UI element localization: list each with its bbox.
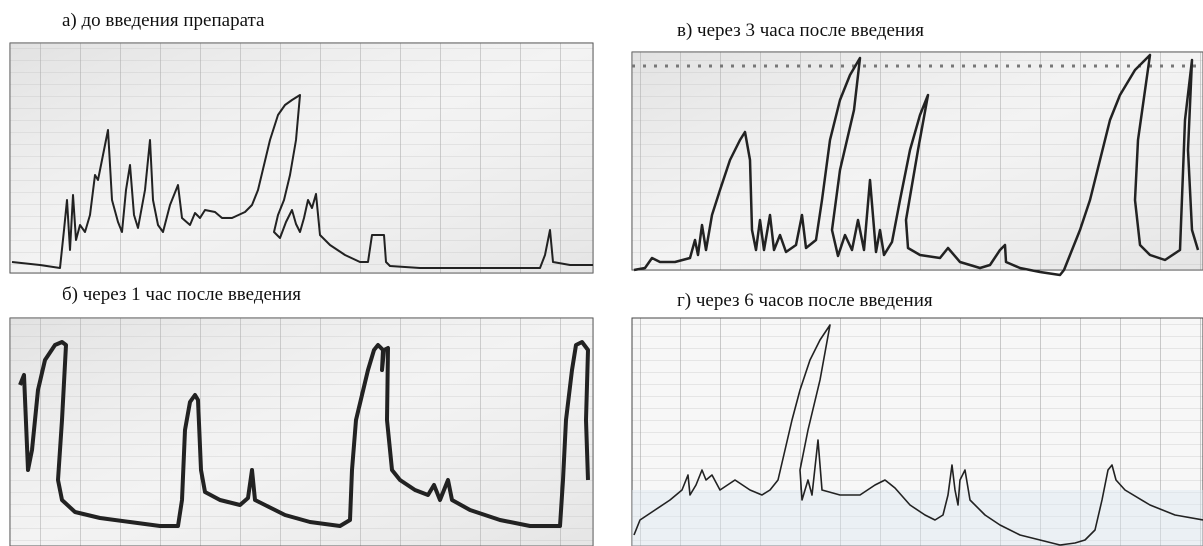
trace: [11, 94, 593, 269]
caption: а) до введения препарата: [62, 10, 265, 31]
caption: г) через 6 часов после введения: [677, 290, 933, 311]
paper-shade: [632, 52, 1203, 270]
panel-b: [9, 317, 594, 546]
chart-paper: [631, 317, 1203, 546]
paper-shade: [10, 43, 593, 273]
panel-d: [631, 317, 1203, 546]
paper-shade: [10, 318, 593, 546]
trace: [18, 340, 590, 528]
panel-a: [9, 42, 594, 274]
caption: б) через 1 час после введения: [62, 284, 302, 305]
trace: [633, 324, 1203, 546]
paper-shade: [632, 490, 1203, 546]
caption: в) через 3 часа после введения: [677, 20, 924, 41]
panel-c: [631, 51, 1203, 277]
trace: [633, 53, 1200, 277]
